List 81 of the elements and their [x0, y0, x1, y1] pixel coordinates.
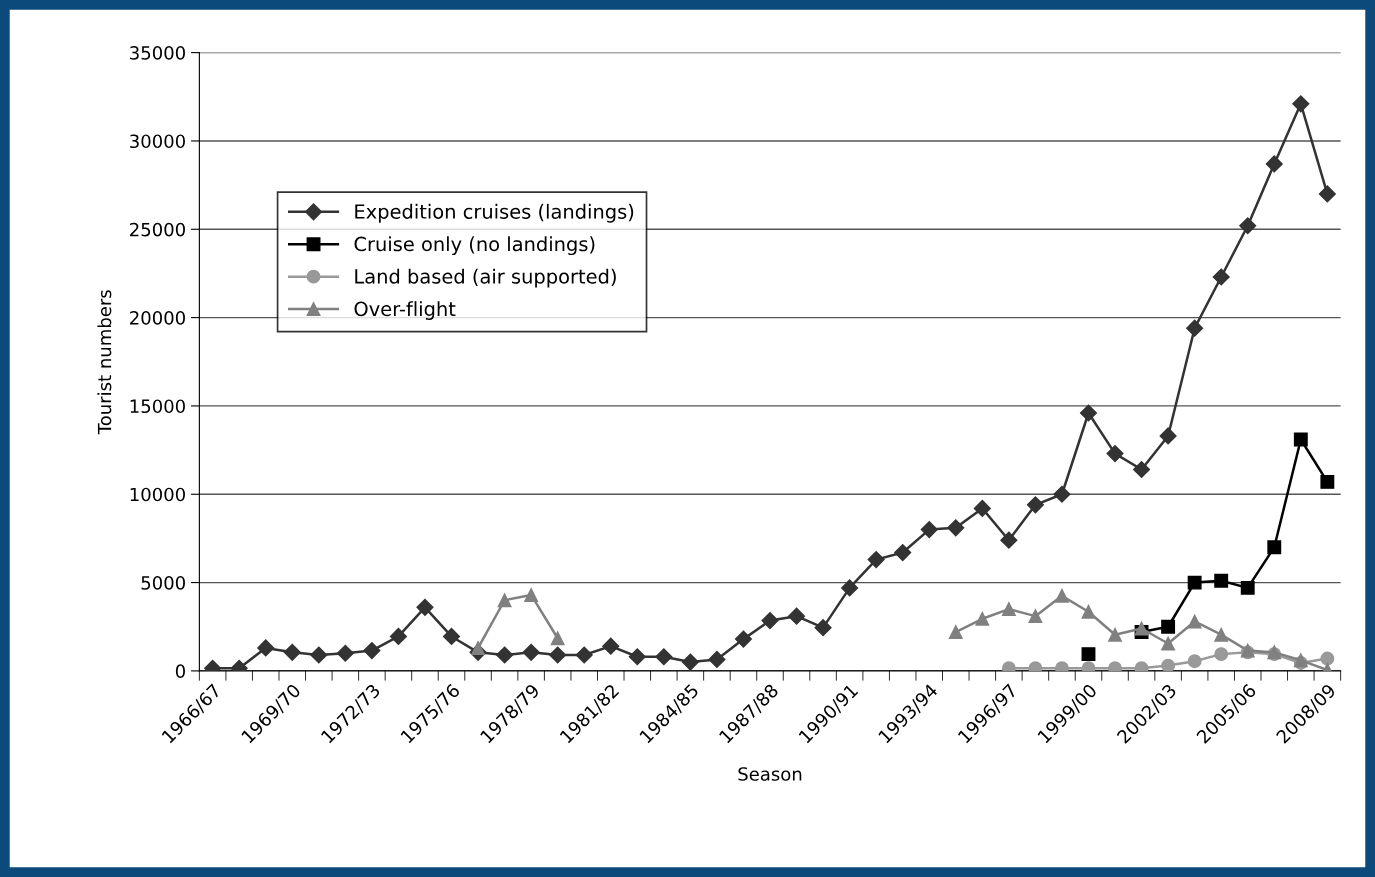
point	[1161, 658, 1176, 671]
y-tick-label: 25000	[130, 222, 185, 237]
legend-label: Over-flight	[354, 301, 456, 320]
y-tick-label: 0	[175, 664, 185, 679]
point	[1212, 268, 1230, 286]
point	[283, 643, 301, 661]
y-tick-label: 10000	[130, 487, 185, 502]
point	[1293, 432, 1308, 447]
legend-label: Land based (air supported)	[355, 268, 616, 288]
point	[761, 612, 779, 630]
point	[1240, 580, 1255, 595]
point	[524, 587, 539, 602]
point	[1026, 496, 1044, 514]
point	[1134, 621, 1149, 636]
point	[1053, 485, 1071, 503]
point	[602, 637, 620, 655]
point	[920, 521, 938, 539]
point	[522, 643, 540, 661]
point	[389, 627, 407, 646]
point	[734, 630, 753, 648]
point	[1214, 573, 1229, 588]
point	[814, 619, 832, 637]
point	[1161, 619, 1176, 634]
point	[628, 648, 646, 666]
point	[575, 646, 593, 664]
point	[708, 650, 726, 668]
point	[1320, 651, 1335, 666]
point	[497, 593, 512, 608]
point	[1318, 185, 1336, 203]
point	[975, 611, 990, 626]
point	[1159, 427, 1177, 445]
point	[1239, 217, 1257, 235]
point	[1028, 609, 1043, 624]
point	[336, 644, 354, 662]
point	[787, 607, 806, 625]
point	[948, 625, 963, 639]
point	[1187, 614, 1202, 629]
legend-label: Cruise only (no landings)	[354, 236, 595, 256]
point	[416, 598, 434, 616]
point	[1001, 602, 1016, 617]
y-axis-title: Tourist numbers	[97, 290, 112, 435]
y-tick-label: 15000	[130, 399, 185, 414]
point	[1133, 460, 1151, 479]
point	[257, 639, 275, 657]
point	[1055, 588, 1069, 603]
point	[496, 646, 514, 664]
point	[1214, 647, 1229, 662]
point	[549, 646, 567, 664]
point	[1081, 604, 1096, 619]
legend-label: Expedition cruises (landings)	[355, 203, 634, 223]
point	[1265, 155, 1283, 173]
y-tick-label: 20000	[130, 311, 185, 325]
point	[1187, 575, 1202, 590]
point	[1081, 647, 1096, 662]
point	[1267, 540, 1282, 555]
point	[471, 640, 485, 655]
point	[947, 519, 965, 537]
point	[867, 551, 885, 569]
point	[1292, 95, 1310, 113]
point	[655, 648, 673, 666]
point	[894, 543, 912, 562]
point	[1079, 404, 1098, 422]
point	[363, 642, 381, 660]
point	[1187, 654, 1202, 669]
point	[1000, 531, 1018, 549]
point	[550, 631, 565, 646]
point	[1161, 636, 1176, 651]
point	[1108, 627, 1122, 642]
x-axis-title: Season	[738, 767, 802, 781]
point	[442, 627, 461, 646]
point	[1186, 319, 1204, 337]
point	[681, 653, 699, 671]
y-tick-label: 35000	[130, 46, 185, 60]
y-tick-label: 30000	[130, 134, 185, 149]
point	[841, 579, 859, 597]
point	[1106, 445, 1124, 463]
point	[1320, 474, 1335, 489]
y-tick-label: 5000	[141, 576, 185, 590]
point	[310, 646, 328, 664]
point	[1214, 627, 1229, 642]
point	[973, 499, 991, 517]
